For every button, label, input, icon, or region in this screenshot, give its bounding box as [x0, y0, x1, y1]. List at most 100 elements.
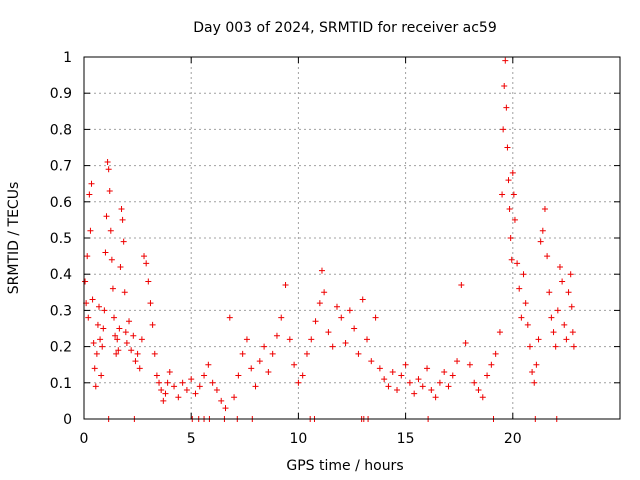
data-point: [94, 321, 101, 328]
data-point: [218, 397, 225, 404]
data-point: [454, 358, 461, 365]
data-point: [436, 379, 443, 386]
data-point: [109, 285, 116, 292]
data-point: [509, 169, 516, 176]
data-point: [508, 256, 515, 263]
data-point: [105, 166, 112, 173]
data-point: [85, 314, 92, 321]
data-point: [505, 177, 512, 184]
data-point: [526, 343, 533, 350]
data-point: [183, 387, 190, 394]
data-point: [117, 263, 124, 270]
data-point: [147, 300, 154, 307]
data-point: [346, 307, 353, 314]
data-point: [101, 307, 108, 314]
data-point: [122, 329, 129, 336]
data-point: [89, 296, 96, 303]
data-point: [153, 372, 160, 379]
data-point: [529, 368, 536, 375]
data-point: [559, 278, 566, 285]
data-point: [355, 350, 362, 357]
data-point: [166, 368, 173, 375]
grid: [84, 57, 620, 419]
data-point: [342, 339, 349, 346]
data-point: [149, 321, 156, 328]
data-point: [96, 303, 103, 310]
data-point: [265, 368, 272, 375]
data-point: [243, 336, 250, 343]
data-point: [338, 314, 345, 321]
data-point: [112, 332, 119, 339]
data-point: [128, 347, 135, 354]
data-point: [87, 227, 94, 234]
data-point: [100, 325, 107, 332]
data-point: [544, 253, 551, 260]
data-point: [389, 368, 396, 375]
data-point: [119, 216, 126, 223]
data-point: [492, 350, 499, 357]
x-tick-label: 20: [504, 431, 522, 447]
data-point: [91, 365, 98, 372]
x-tick-label: 15: [397, 431, 415, 447]
data-point: [121, 289, 128, 296]
data-point: [312, 318, 319, 325]
data-point: [103, 213, 110, 220]
data-point: [114, 336, 121, 343]
y-tick-label: 0.3: [50, 303, 72, 319]
data-point: [381, 376, 388, 383]
data-point: [104, 158, 111, 165]
data-point: [372, 314, 379, 321]
data-point: [316, 300, 323, 307]
data-point: [90, 339, 97, 346]
data-markers: [82, 57, 577, 422]
data-point: [368, 358, 375, 365]
data-point: [130, 332, 137, 339]
data-point: [510, 191, 517, 198]
data-point: [502, 57, 509, 64]
y-tick-label: 0.8: [50, 122, 72, 138]
data-point: [84, 253, 91, 260]
data-point: [115, 347, 122, 354]
data-point: [394, 387, 401, 394]
data-point: [111, 314, 118, 321]
y-tick-label: 1: [63, 50, 72, 66]
data-point: [151, 350, 158, 357]
data-point: [533, 361, 540, 368]
y-axis-label: SRMTID / TECUs: [6, 182, 22, 295]
data-point: [475, 387, 482, 394]
data-point: [136, 365, 143, 372]
data-point: [160, 397, 167, 404]
data-point: [231, 394, 238, 401]
data-point: [329, 343, 336, 350]
data-point: [570, 343, 577, 350]
data-point: [106, 187, 113, 194]
data-point: [458, 282, 465, 289]
data-point: [156, 379, 163, 386]
data-point: [432, 394, 439, 401]
data-point: [506, 206, 513, 213]
data-point: [546, 289, 553, 296]
data-point: [511, 216, 518, 223]
data-point: [318, 267, 325, 274]
data-point: [93, 350, 100, 357]
axis-tick-labels: 00.10.20.30.40.50.60.70.80.910 5 10 15 20: [50, 50, 522, 447]
data-point: [171, 383, 178, 390]
data-point: [143, 260, 150, 267]
data-point: [411, 390, 418, 397]
y-tick-label: 0.4: [50, 267, 72, 283]
data-point: [406, 379, 413, 386]
data-point: [273, 332, 280, 339]
data-point: [500, 126, 507, 133]
y-tick-label: 0.2: [50, 340, 72, 356]
data-point: [471, 379, 478, 386]
data-point: [123, 339, 130, 346]
data-point: [359, 296, 366, 303]
y-tick-label: 0.7: [50, 159, 72, 175]
data-point: [99, 343, 106, 350]
data-point: [568, 303, 575, 310]
data-point: [569, 329, 576, 336]
data-point: [567, 271, 574, 278]
data-point: [563, 336, 570, 343]
x-tick-label: 0: [80, 431, 89, 447]
data-point: [205, 361, 212, 368]
